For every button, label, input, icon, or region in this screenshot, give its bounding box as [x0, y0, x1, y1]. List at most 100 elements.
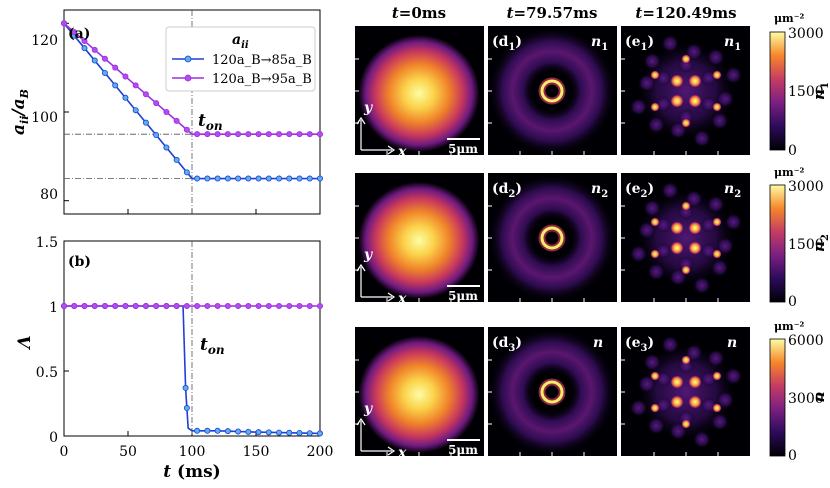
lattice-blob — [692, 430, 711, 449]
axes-indicator — [356, 116, 396, 155]
data-point-purple — [276, 131, 283, 138]
data-point-blue — [101, 69, 108, 76]
data-point-blue — [316, 430, 323, 437]
colorbar-tick-top: 6000 — [788, 333, 824, 349]
data-point-purple — [71, 302, 78, 309]
data-point-blue — [81, 45, 88, 52]
y-tick-1.5: 1.5 — [36, 235, 58, 251]
data-point-purple — [204, 131, 211, 138]
lattice-blob — [700, 371, 717, 387]
data-point-blue — [286, 175, 293, 182]
lattice-blob — [724, 213, 743, 232]
quantity-label: n1 — [457, 34, 474, 53]
colorbar-n1: μm⁻² 3000 1500 0 n1 — [769, 12, 830, 159]
data-point-blue — [296, 429, 303, 436]
data-point-purple — [163, 109, 170, 116]
data-point-blue — [265, 175, 272, 182]
vortex-spot — [712, 70, 722, 80]
legend-label-95: 120a_B→95a_B — [212, 72, 312, 87]
data-point-purple — [265, 131, 272, 138]
vortex-spot — [681, 419, 691, 429]
halo — [488, 328, 616, 456]
panel-d3: (d3) n — [488, 327, 617, 456]
colorbar-gradient — [769, 184, 786, 303]
panel-ticks — [621, 58, 719, 155]
y-tick-120: 120 — [31, 33, 58, 49]
data-point-purple — [153, 100, 160, 107]
x-tick-100: 100 — [179, 444, 206, 460]
data-point-purple — [204, 302, 211, 309]
panel-b-series — [61, 302, 323, 437]
y-tick-0.5: 0.5 — [36, 365, 58, 381]
lattice-blob — [637, 74, 656, 93]
data-point-purple — [153, 302, 160, 309]
lattice-blob — [637, 375, 656, 394]
panel-b: (b) 1.5 1 0.5 0 0 50 100 150 200 Λ t (ms… — [15, 235, 333, 482]
gaussian-cloud — [356, 331, 482, 453]
data-point-blue — [306, 175, 313, 182]
panel-a-ylabel: aii/aB — [9, 89, 31, 135]
data-point-blue — [153, 132, 160, 139]
data-point-blue — [142, 119, 149, 126]
data-point-blue — [194, 427, 201, 434]
data-point-blue — [286, 429, 293, 436]
lattice-blob — [637, 221, 656, 240]
lattice-blob — [655, 96, 672, 112]
lattice-blob — [700, 217, 717, 233]
data-point-blue — [122, 94, 129, 101]
panel-a: (a) 120 100 80 aii/aB aii 120a_B→85a_B 1… — [9, 9, 323, 215]
panel-e3-label: (e3) — [625, 335, 654, 354]
data-point-purple — [194, 131, 201, 138]
data-point-blue — [214, 427, 221, 434]
scale-bar-label: 5μm — [448, 289, 478, 303]
vortex-spot — [681, 54, 691, 64]
lattice-blob — [655, 371, 672, 387]
data-point-purple — [142, 91, 149, 98]
panel-ticks — [488, 205, 585, 302]
panel-c2-label: (c2) — [359, 181, 388, 200]
data-point-purple — [132, 302, 139, 309]
vortex-spot — [650, 249, 660, 259]
colorbar-label: n2 — [810, 234, 830, 252]
data-point-blue — [204, 175, 211, 182]
colorbar-unit: μm⁻² — [774, 320, 804, 333]
legend-marker-blue — [184, 55, 192, 63]
axis-label-x: x — [397, 445, 407, 461]
data-point-blue — [183, 169, 190, 176]
colorbar-label: n1 — [810, 82, 830, 100]
vortex-spot — [712, 217, 722, 227]
data-point-blue — [194, 175, 201, 182]
data-point-purple — [183, 126, 190, 133]
colorbar-tick-mid: 3000 — [788, 391, 824, 407]
data-point-purple — [81, 302, 88, 309]
axis-label-y: y — [363, 247, 373, 263]
quantity-label: n2 — [724, 181, 741, 200]
data-point-purple — [91, 46, 98, 53]
data-point-purple — [265, 302, 272, 309]
data-point-purple — [173, 117, 180, 124]
vortex-spot — [650, 217, 660, 227]
vortex-ring — [540, 380, 564, 404]
colorbar-tick-top: 3000 — [788, 179, 824, 195]
data-point-blue — [245, 428, 252, 435]
colorbar-tick-bot: 0 — [788, 294, 797, 310]
halo — [488, 174, 616, 302]
panel-d2-label: (d2) — [492, 181, 522, 200]
gaussian-cloud — [356, 177, 482, 299]
scale-bar-label: 5μm — [448, 443, 478, 457]
data-point-purple — [194, 302, 201, 309]
panel-b-label: (b) — [68, 254, 91, 270]
data-point-purple — [224, 131, 231, 138]
legend: aii 120a_B→85a_B 120a_B→95a_B — [165, 26, 316, 92]
t-on-annotation-b: ton — [200, 335, 225, 357]
lattice-blob — [661, 335, 680, 354]
data-point-blue — [296, 175, 303, 182]
colorbar-n: μm⁻² 6000 3000 0 n — [769, 320, 828, 464]
colorbar-unit: μm⁻² — [774, 12, 804, 25]
lattice-blob — [643, 353, 662, 372]
lattice-blob — [716, 89, 735, 108]
lattice-blob — [724, 367, 743, 386]
data-point-purple — [71, 29, 78, 36]
panel-e1: (e1) n1 — [621, 26, 750, 155]
